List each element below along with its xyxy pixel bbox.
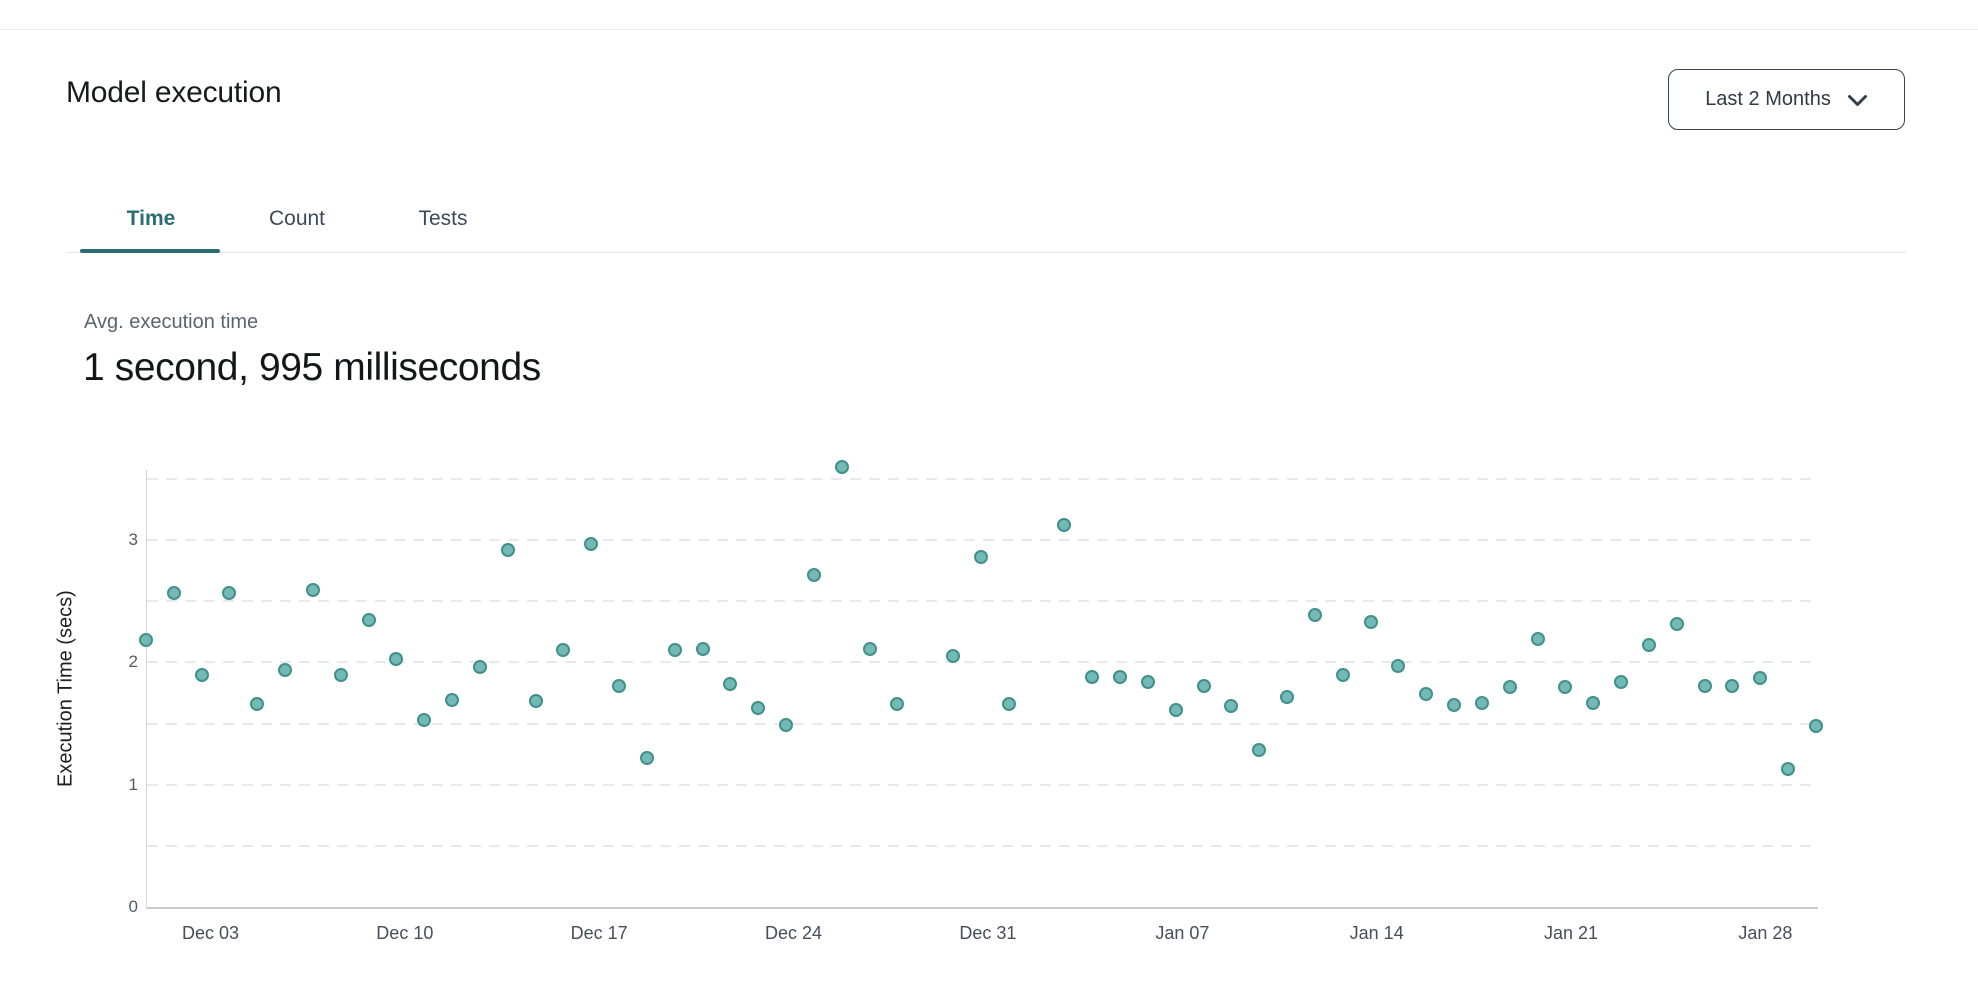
y-tick-label: 0 xyxy=(128,897,138,916)
gridline xyxy=(147,661,1818,664)
data-point[interactable] xyxy=(862,641,877,656)
data-point[interactable] xyxy=(639,750,654,765)
data-point[interactable] xyxy=(1697,678,1712,693)
data-point[interactable] xyxy=(1224,699,1239,714)
data-point[interactable] xyxy=(1530,632,1545,647)
data-point[interactable] xyxy=(1614,674,1629,689)
x-tick-label: Dec 24 xyxy=(764,923,823,943)
data-point[interactable] xyxy=(1502,679,1517,694)
data-point[interactable] xyxy=(1168,703,1183,718)
data-point[interactable] xyxy=(361,612,376,627)
data-point[interactable] xyxy=(445,693,460,708)
x-tick-label: Jan 14 xyxy=(1349,923,1404,943)
x-tick-label: Dec 17 xyxy=(570,923,628,943)
data-point[interactable] xyxy=(417,712,432,727)
data-point[interactable] xyxy=(695,641,710,656)
data-point[interactable] xyxy=(1307,607,1322,622)
data-point[interactable] xyxy=(834,459,849,474)
data-point[interactable] xyxy=(667,643,682,658)
data-point[interactable] xyxy=(1001,696,1016,711)
data-point[interactable] xyxy=(973,550,988,565)
data-point[interactable] xyxy=(278,662,293,677)
y-tick-label: 1 xyxy=(128,774,138,794)
tab-bar: Time Count Tests xyxy=(66,192,1907,253)
data-point[interactable] xyxy=(1669,617,1684,632)
gridline xyxy=(147,722,1818,725)
x-tick-label: Dec 10 xyxy=(376,923,434,943)
date-range-dropdown[interactable]: Last 2 Months xyxy=(1668,69,1905,130)
avg-execution-time-value: 1 second, 995 milliseconds xyxy=(83,346,541,389)
data-point[interactable] xyxy=(194,667,209,682)
data-point[interactable] xyxy=(1753,671,1768,686)
tab-count[interactable]: Count xyxy=(224,192,370,252)
page-title: Model execution xyxy=(66,76,282,109)
x-tick-label: Jan 07 xyxy=(1155,923,1210,943)
x-tick-label: Jan 21 xyxy=(1543,923,1599,943)
data-point[interactable] xyxy=(472,660,487,675)
data-point[interactable] xyxy=(389,651,404,666)
gridline xyxy=(147,539,1818,541)
data-point[interactable] xyxy=(1280,689,1295,704)
gridline xyxy=(147,600,1818,603)
data-point[interactable] xyxy=(1363,614,1378,629)
data-point[interactable] xyxy=(584,536,599,551)
x-tick-label: Dec 03 xyxy=(181,923,240,943)
tab-tests[interactable]: Tests xyxy=(370,192,516,252)
data-point[interactable] xyxy=(1447,698,1462,713)
y-tick-label: 2 xyxy=(128,652,138,672)
data-point[interactable] xyxy=(1781,761,1796,776)
data-point[interactable] xyxy=(333,667,348,682)
data-point[interactable] xyxy=(556,643,571,658)
data-point[interactable] xyxy=(250,696,265,711)
data-point[interactable] xyxy=(1085,670,1100,685)
data-point[interactable] xyxy=(305,583,320,598)
tab-time[interactable]: Time xyxy=(78,192,224,253)
data-point[interactable] xyxy=(500,542,515,557)
data-point[interactable] xyxy=(1558,679,1573,694)
data-point[interactable] xyxy=(1419,687,1434,702)
execution-time-chart: Execution Time (secs) Dec 03 Dec 10 Dec 17… xyxy=(0,459,1978,970)
data-point[interactable] xyxy=(1140,674,1155,689)
gridline xyxy=(147,844,1818,847)
data-point[interactable] xyxy=(1474,695,1489,710)
data-point[interactable] xyxy=(779,717,794,732)
y-tick-label: 3 xyxy=(128,530,138,549)
date-range-label: Last 2 Months xyxy=(1705,88,1831,110)
data-point[interactable] xyxy=(1335,667,1350,682)
chevron-down-icon xyxy=(1847,92,1868,107)
gridline xyxy=(147,477,1818,480)
data-point[interactable] xyxy=(166,585,181,600)
x-tick-label: Dec 31 xyxy=(959,923,1017,943)
x-tick-label: Jan 28 xyxy=(1738,923,1793,943)
gridline xyxy=(147,783,1818,786)
data-point[interactable] xyxy=(890,696,905,711)
data-point[interactable] xyxy=(222,585,237,600)
avg-execution-time-label: Avg. execution time xyxy=(84,311,259,333)
header-divider xyxy=(0,29,1978,30)
data-point[interactable] xyxy=(806,568,821,583)
data-point[interactable] xyxy=(1196,678,1211,693)
data-point[interactable] xyxy=(1391,659,1406,673)
data-point[interactable] xyxy=(946,649,961,664)
data-point[interactable] xyxy=(1057,518,1072,533)
plot-area: Dec 03 Dec 10 Dec 17 Dec 24 Dec 31 Jan 07 Jan … xyxy=(139,459,1823,943)
data-point[interactable] xyxy=(1641,638,1656,653)
data-point[interactable] xyxy=(612,678,627,693)
data-point[interactable] xyxy=(751,700,766,715)
data-point[interactable] xyxy=(1725,678,1740,693)
data-point[interactable] xyxy=(723,677,738,692)
data-point[interactable] xyxy=(1808,718,1823,733)
data-point[interactable] xyxy=(1113,670,1128,685)
data-point[interactable] xyxy=(528,694,543,709)
data-point[interactable] xyxy=(139,633,153,648)
data-point[interactable] xyxy=(1586,695,1601,710)
data-point[interactable] xyxy=(1252,743,1267,758)
